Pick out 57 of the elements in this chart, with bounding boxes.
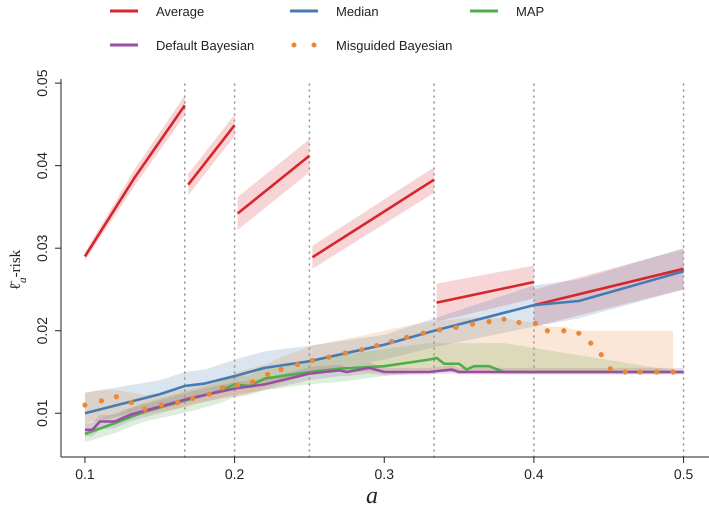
point (470, 322, 476, 327)
point (114, 394, 119, 400)
point (342, 350, 348, 356)
point (175, 400, 180, 406)
point (638, 369, 643, 375)
y-tick-label: 0.03 (34, 234, 50, 262)
point (404, 334, 410, 340)
y-tick-label: 0.05 (34, 69, 50, 97)
point (516, 320, 522, 326)
point (374, 342, 380, 348)
point (608, 366, 613, 372)
point (486, 319, 492, 324)
legend-label: Misguided Bayesian (336, 38, 452, 52)
point (82, 402, 88, 408)
point (532, 320, 538, 326)
point (158, 402, 164, 408)
point (561, 328, 566, 334)
point (220, 385, 226, 390)
line-series (84, 270, 685, 415)
point (670, 369, 676, 375)
point (389, 338, 394, 344)
point (544, 328, 550, 334)
y-tick-label: 0.04 (34, 152, 50, 180)
point (98, 398, 104, 404)
point (294, 362, 300, 368)
point (588, 340, 594, 346)
x-tick-label: 0.3 (374, 466, 394, 482)
legend-label: Median (336, 4, 379, 18)
point (359, 347, 364, 352)
point (310, 358, 316, 364)
point (453, 324, 459, 330)
point (278, 366, 284, 372)
legend-label: Average (156, 4, 204, 18)
point (501, 316, 507, 322)
point (437, 327, 442, 332)
point (326, 354, 332, 360)
point (598, 352, 604, 358)
point (250, 379, 256, 384)
point (622, 369, 628, 375)
x-tick-label: 0.5 (674, 466, 694, 482)
y-tick-label: 0.01 (34, 399, 50, 427)
point (190, 396, 196, 401)
point (142, 406, 148, 412)
x-tick-label: 0.1 (75, 466, 95, 482)
point (420, 330, 426, 336)
point (654, 369, 660, 375)
point (206, 392, 212, 397)
y-tick-label: 0.02 (34, 316, 50, 344)
x-axis-title: a (366, 483, 378, 509)
x-tick-label: 0.2 (224, 466, 245, 482)
x-tick-label: 0.4 (524, 466, 544, 482)
point (234, 382, 240, 388)
legend-label: MAP (516, 4, 544, 18)
legend-label: Default Bayesian (156, 38, 254, 52)
point (576, 330, 582, 336)
point (128, 400, 134, 406)
point (264, 372, 270, 378)
